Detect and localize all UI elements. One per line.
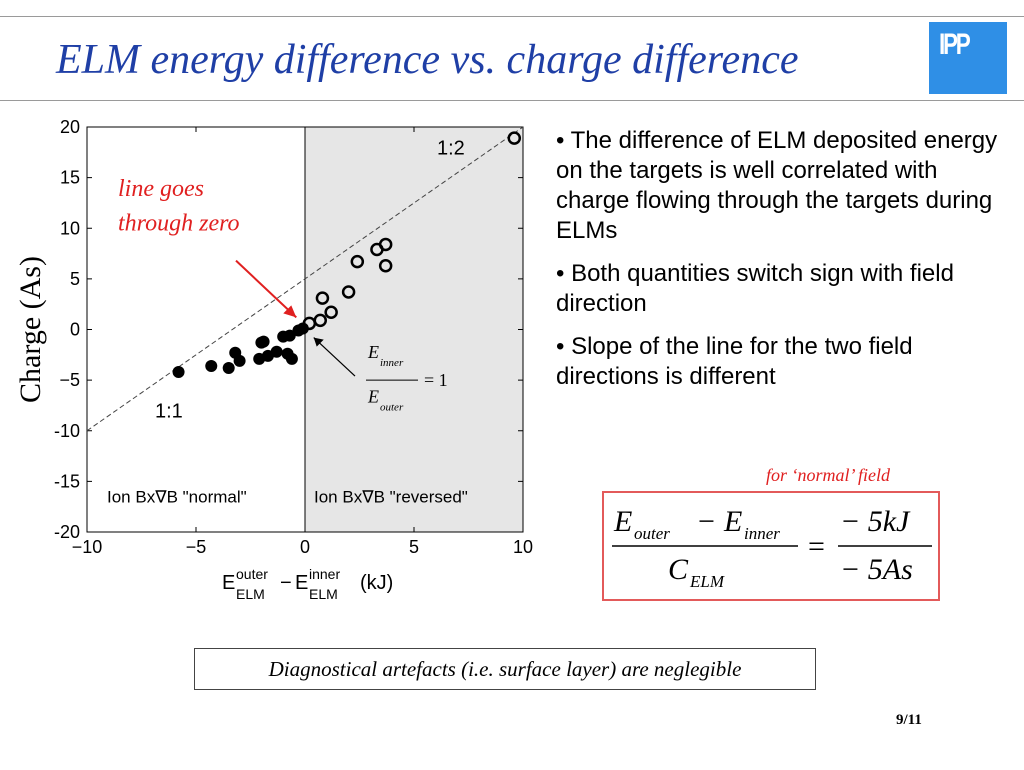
x-axis-label-sup2: inner: [309, 566, 340, 582]
formula-e-outer: E: [613, 505, 632, 538]
data-point-normal: [257, 335, 270, 348]
logo-text: IPP: [939, 28, 971, 61]
formula-inner-sub: inner: [744, 524, 780, 543]
y-axis-label: Charge (As): [14, 256, 47, 403]
y-tick-label: -20: [54, 522, 80, 542]
x-axis-label-unit: (kJ): [360, 572, 393, 594]
slope-formula: E outer − E inner C ELM = − 5kJ − 5As: [612, 505, 932, 591]
bullet-item: • Slope of the line for the two field di…: [556, 333, 913, 390]
formula-c: C: [668, 553, 689, 586]
x-tick-label: 5: [409, 537, 419, 557]
ratio-formula-den-sub: outer: [380, 402, 404, 414]
y-tick-label: -15: [54, 471, 80, 491]
formula-note: for ‘normal’ field: [766, 465, 890, 485]
y-tick-label: 20: [60, 117, 80, 137]
bullet-item: • Both quantities switch sign with field…: [556, 260, 954, 317]
x-axis-label-base1: E: [222, 572, 235, 594]
x-tick-label: 10: [513, 537, 533, 557]
data-point-normal: [222, 361, 235, 374]
data-point-reversed: [378, 258, 393, 273]
fit-line: [86, 126, 524, 432]
slope-formula-box: E outer − E inner C ELM = − 5kJ − 5As: [602, 491, 940, 601]
data-point-reversed: [341, 285, 356, 299]
formula-c-sub: ELM: [689, 572, 725, 591]
slide-title: ELM energy difference vs. charge differe…: [56, 37, 799, 83]
x-tick-label: −10: [72, 537, 103, 557]
x-axis-label-op: −: [280, 572, 292, 594]
formula-equals: =: [808, 530, 825, 563]
formula-minus: −: [698, 505, 715, 538]
ratio-formula-num: E: [367, 342, 379, 362]
ratio-label-normal: 1:1: [155, 401, 183, 423]
ratio-formula-den: E: [367, 386, 379, 406]
bullet-list: • The difference of ELM deposited energy…: [556, 126, 1016, 405]
red-arrow-line: [235, 259, 297, 319]
ipp-logo: IPP: [929, 22, 1007, 94]
data-point-normal: [233, 354, 246, 367]
top-rule: [0, 16, 1024, 17]
black-arrow-line: [313, 337, 356, 377]
bullet-item: • The difference of ELM deposited energy…: [556, 127, 998, 244]
data-point-normal: [172, 366, 185, 379]
x-axis-label-sub2: ELM: [309, 586, 338, 602]
x-axis-label-sub1: ELM: [236, 586, 265, 602]
ratio-formula-num-sub: inner: [380, 357, 404, 369]
data-point-reversed: [378, 237, 393, 252]
y-tick-label: 15: [60, 168, 80, 188]
y-tick-label: 0: [70, 320, 80, 340]
ratio-formula-rhs: = 1: [424, 370, 448, 390]
data-point-normal: [296, 322, 309, 335]
data-point-normal: [205, 359, 218, 372]
line-note-text-1: line goes: [118, 176, 204, 202]
data-point-reversed: [507, 131, 522, 145]
title-underline: [0, 100, 1024, 101]
region-label-normal: Ion Bx∇B "normal": [107, 488, 247, 507]
x-tick-label: 0: [300, 537, 310, 557]
y-tick-label: -10: [54, 421, 80, 441]
conclusion-box: Diagnostical artefacts (i.e. surface lay…: [194, 648, 816, 690]
scatter-chart: −10 −5 0 5 10 20 15 10 5 0 −5 -10 -15 -20 Ion Bx∇B "no…: [14, 117, 533, 602]
data-point-normal: [285, 352, 298, 365]
data-point-normal: [283, 329, 296, 342]
formula-e-inner: E: [723, 505, 742, 538]
x-axis-label-base2: E: [295, 572, 308, 594]
data-point-normal: [270, 345, 283, 358]
y-tick-label: 10: [60, 218, 80, 238]
x-axis-label-sup1: outer: [236, 566, 268, 582]
red-arrow-head: [283, 305, 297, 318]
y-tick-label: 5: [70, 269, 80, 289]
y-tick-label: −5: [59, 370, 80, 390]
region-label-reversed: Ion Bx∇B "reversed": [314, 488, 468, 507]
line-note-text-2: through zero: [118, 210, 240, 236]
data-point-reversed: [324, 305, 338, 320]
ratio-label-reversed: 1:2: [437, 137, 465, 159]
black-arrow-head: [313, 337, 324, 347]
formula-numerator: − 5kJ: [840, 505, 911, 538]
data-point-reversed: [350, 254, 365, 269]
data-point-reversed: [313, 313, 328, 328]
formula-denominator: − 5As: [840, 553, 913, 586]
x-tick-label: −5: [186, 537, 207, 557]
page-number: 9/11: [896, 712, 922, 728]
formula-outer-sub: outer: [634, 524, 670, 543]
plot-area: −10 −5 0 5 10 20 15 10 5 0 −5 -10 -15 -20 Ion Bx∇B "no…: [14, 117, 533, 602]
data-point-reversed: [315, 291, 330, 305]
reversed-region-shading: [305, 127, 523, 532]
